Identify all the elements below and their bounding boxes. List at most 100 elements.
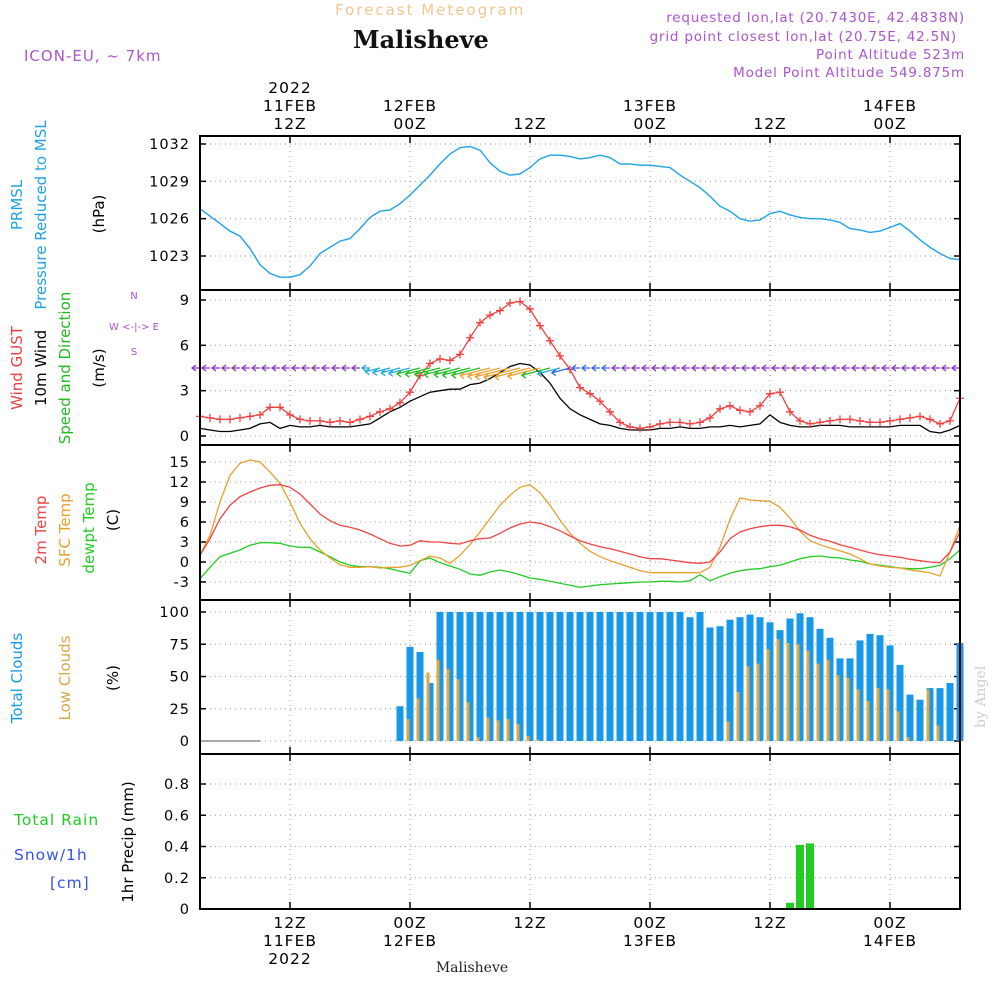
wind-direction-arrow (850, 364, 860, 372)
point-altitude: Point Altitude 523m (816, 47, 965, 63)
wind-gust-point (546, 336, 554, 345)
wind-gust-point (926, 415, 934, 424)
bottom-time-label: 12Z (753, 914, 786, 932)
wind-gust-point (726, 401, 734, 410)
total-cloud-bar (436, 612, 444, 741)
wind-gust-point (736, 406, 744, 415)
total-rain-label: Total Rain (13, 811, 99, 829)
requested-coords: requested lon,lat (20.7430E, 42.4838N) (666, 10, 965, 26)
wind-gust-point (646, 422, 654, 431)
low-cloud-bar (826, 659, 830, 741)
wind-direction-arrow (910, 364, 920, 372)
total-cloud-bar (796, 613, 804, 741)
temp-tick-label: -3 (174, 575, 190, 591)
total-cloud-bar (786, 618, 794, 741)
temp-tick-label: 3 (180, 535, 190, 551)
wind-direction-arrow (240, 364, 250, 372)
wind-gust-point (326, 418, 334, 427)
wind-gust-point (376, 407, 384, 416)
wind-direction-arrow (570, 364, 580, 372)
wind-direction-arrow (930, 364, 940, 372)
low-cloud-bar (416, 698, 420, 741)
header: Forecast Meteogram Malisheve ICON-EU, ~ … (24, 1, 989, 976)
low-cloud-bar (536, 739, 540, 741)
temp-tick-label: 0 (180, 555, 190, 571)
pressure-tick-label: 1023 (149, 249, 190, 265)
t2m-label: 2m Temp (32, 496, 50, 565)
low-cloud-bar (516, 724, 520, 741)
bottom-time-label: 13FEB (623, 932, 677, 950)
top-time-label: 11FEB (263, 97, 317, 115)
total-cloud-bar (806, 617, 814, 741)
low-cloud-bar (816, 663, 820, 741)
low-cloud-bar (886, 689, 890, 741)
total-cloud-bar (926, 688, 934, 741)
wind-direction-arrow (620, 364, 630, 372)
pressure-tick-label: 1029 (149, 174, 190, 190)
clouds-tick-label: 75 (170, 637, 190, 653)
wind-gust-point (206, 413, 214, 422)
total-cloud-bar (416, 652, 424, 741)
total-clouds-label: Total Clouds (8, 633, 26, 725)
total-cloud-bar (866, 633, 874, 741)
total-cloud-bar (896, 664, 904, 741)
top-time-label: 13FEB (623, 97, 677, 115)
total-cloud-bar (606, 612, 614, 741)
wind-gust-point (216, 415, 224, 424)
wind-speed-line (199, 362, 961, 434)
precip-unit: 1hr Precip (mm) (119, 781, 137, 902)
wind-gust-point (236, 413, 244, 422)
total-cloud-bar (506, 612, 514, 741)
wind-gust-point (606, 407, 614, 416)
temp-unit: (C) (104, 509, 122, 531)
wind-direction-arrow (890, 364, 900, 372)
product-title: Forecast Meteogram (335, 1, 525, 19)
temp-tick-label: 15 (170, 455, 190, 471)
wind-gust-point (226, 415, 234, 424)
wind-direction-arrow (387, 367, 411, 377)
wind-tick-label: 3 (180, 384, 190, 400)
compass-south: S (131, 347, 137, 358)
wind-gust-point (796, 416, 804, 425)
wind-direction-arrow (190, 364, 200, 372)
wind-gust-point (596, 397, 604, 406)
wind-direction-arrow (780, 364, 790, 372)
pressure-line (199, 145, 961, 278)
low-cloud-bar (806, 650, 810, 741)
low-cloud-bar (786, 643, 790, 741)
wind-direction-arrow (810, 364, 820, 372)
compass-we: W <-|-> E (109, 322, 159, 333)
total-cloud-bar (476, 612, 484, 741)
dewpt-label: dewpt Temp (80, 482, 98, 573)
wind-gust-point (766, 389, 774, 398)
snow-label: Snow/1h (14, 846, 88, 864)
clouds-tick-label: 0 (180, 734, 190, 750)
wind-direction-arrow (770, 364, 780, 372)
precip-tick-label: 0.6 (164, 808, 190, 824)
wind-gust-point (876, 418, 884, 427)
top-time-label: 00Z (873, 115, 906, 133)
clouds-tick-label: 100 (159, 605, 190, 621)
wind-direction-arrow (483, 367, 521, 381)
low-cloud-bar (796, 644, 800, 742)
wind-direction-arrow (364, 367, 381, 376)
wind-direction-arrow (413, 367, 441, 378)
wind-direction-arrow (900, 364, 910, 372)
total-cloud-bar (876, 635, 884, 741)
wind-gust-point (856, 416, 864, 425)
total-cloud-bar (726, 619, 734, 741)
bottom-time-label: 00Z (633, 914, 666, 932)
bottom-time-label: 12Z (273, 914, 306, 932)
low-cloud-bar (486, 717, 490, 741)
total-cloud-bar (706, 627, 714, 741)
wind-gust-point (476, 318, 484, 327)
total-cloud-bar (736, 617, 744, 741)
wind-gust-point (506, 299, 514, 308)
wind-gust-point (616, 418, 624, 427)
bottom-time-label: 12Z (513, 914, 546, 932)
wind-direction-arrow (870, 364, 880, 372)
low-cloud-bar (506, 719, 510, 741)
top-time-label: 00Z (393, 115, 426, 133)
bottom-time-label: 12FEB (383, 932, 437, 950)
wind-gust-point (356, 415, 364, 424)
